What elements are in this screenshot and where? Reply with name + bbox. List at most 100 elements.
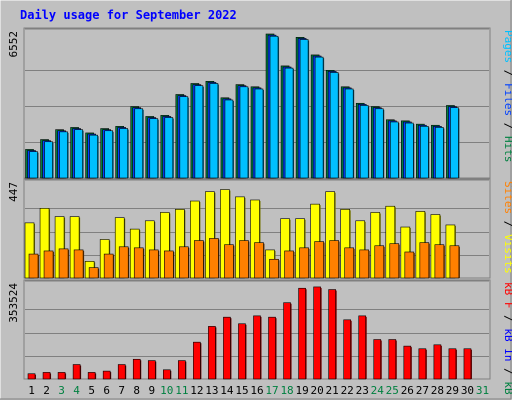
x-tick-label-day-14: 14 xyxy=(220,384,234,397)
bar-sites-day-15 xyxy=(239,240,249,279)
bar-pages-day-20 xyxy=(314,56,324,179)
bar-pages-day-24 xyxy=(374,108,384,179)
x-tick-label-day-9: 9 xyxy=(148,384,155,397)
bar-pages-day-21 xyxy=(329,72,339,179)
bar-sites-day-29 xyxy=(449,245,460,279)
bar-pages-day-19 xyxy=(299,39,309,179)
bar-kb-f-day-28 xyxy=(433,344,442,380)
legend-entry-sites: Sites xyxy=(502,181,512,214)
bar-pages-day-15 xyxy=(239,86,249,179)
chart-panels: 6552 Pages / Files / Hits 447 Sites / Visit… xyxy=(7,27,512,405)
bar-kb-f-day-23 xyxy=(358,315,367,380)
bar-sites-day-13 xyxy=(209,238,219,279)
bar-sites-day-11 xyxy=(179,246,189,279)
x-tick-label-day-10: 10 xyxy=(160,384,173,397)
x-tick-label-day-8: 8 xyxy=(133,384,140,397)
x-tick-label-day-17: 17 xyxy=(265,384,278,397)
x-tick-label-day-29: 29 xyxy=(446,384,459,397)
bar-kb-f-day-18 xyxy=(283,302,291,380)
x-tick-label-day-26: 26 xyxy=(401,384,414,397)
legend-entry-visits: Visits xyxy=(502,234,512,274)
x-tick-label-day-19: 19 xyxy=(295,384,308,397)
bar-sites-day-21 xyxy=(329,240,339,279)
legend-entry-files: Files xyxy=(502,83,512,116)
bar-sites-day-27 xyxy=(419,242,430,279)
x-tick-label-day-15: 15 xyxy=(235,384,248,397)
bar-sites-day-5 xyxy=(88,267,99,279)
bar-sites-day-17 xyxy=(269,258,279,279)
bar-sites-day-14 xyxy=(224,244,234,279)
bar-kb-f-day-14 xyxy=(223,316,231,380)
bar-kb-f-day-8 xyxy=(132,358,141,380)
x-tick-label-day-31: 31 xyxy=(476,384,489,397)
bar-sites-day-28 xyxy=(434,244,445,279)
x-tick-label-day-6: 6 xyxy=(103,384,110,397)
bar-sites-day-10 xyxy=(164,250,174,279)
bar-sites-day-6 xyxy=(103,253,114,279)
bar-sites-day-20 xyxy=(314,241,324,279)
bar-sites-day-7 xyxy=(118,246,129,279)
bar-sites-day-1 xyxy=(28,253,39,279)
x-tick-label-day-18: 18 xyxy=(280,384,293,397)
x-tick-label-day-7: 7 xyxy=(118,384,125,397)
legend-entry-hits: Hits xyxy=(502,136,512,163)
bar-pages-day-6 xyxy=(104,130,113,179)
bar-pages-day-9 xyxy=(149,118,159,179)
legend-separator: / xyxy=(502,214,512,234)
bar-pages-day-12 xyxy=(194,85,204,179)
legend-separator: / xyxy=(502,309,512,329)
x-axis-labels: 1 2 3 4 5 6 7 8 9 10 11 12 13 14 15 16 17 18 19 20 21 22 23 24 2… xyxy=(28,384,489,397)
bar-kb-f-day-13 xyxy=(208,326,216,380)
bar-kb-f-day-2 xyxy=(42,372,51,380)
bar-kb-f-day-25 xyxy=(388,339,397,380)
panel-kbytes-legend: kB F / kB In / kB Out xyxy=(502,282,512,400)
x-tick-label-day-20: 20 xyxy=(311,384,324,397)
legend-separator: / xyxy=(502,63,512,83)
x-tick-label-day-1: 1 xyxy=(28,384,35,397)
x-tick-label-day-24: 24 xyxy=(371,384,385,397)
x-tick-label-day-28: 28 xyxy=(431,384,444,397)
legend-separator: / xyxy=(502,116,512,136)
bar-pages-day-14 xyxy=(224,99,234,179)
bar-kb-f-day-27 xyxy=(418,348,427,380)
bar-sites-day-9 xyxy=(148,249,159,279)
panel-hits: 6552 Pages / Files / Hits xyxy=(7,27,512,179)
bar-sites-day-25 xyxy=(389,243,400,279)
bar-sites-day-26 xyxy=(404,251,415,279)
x-tick-label-day-21: 21 xyxy=(326,384,339,397)
bar-kb-f-day-19 xyxy=(298,287,306,380)
bar-pages-day-17 xyxy=(269,35,279,179)
bar-sites-day-2 xyxy=(43,250,54,279)
legend-entry-kb-out: kB Out xyxy=(502,381,512,400)
bar-kb-f-day-30 xyxy=(463,348,472,380)
panel-visits-legend: Sites / Visits xyxy=(502,181,512,274)
bar-sites-day-4 xyxy=(73,249,84,279)
bar-sites-day-16 xyxy=(254,242,264,279)
x-tick-label-day-25: 25 xyxy=(386,384,399,397)
bar-pages-day-1 xyxy=(29,151,38,179)
bar-kb-f-day-29 xyxy=(448,348,457,380)
bar-kb-f-day-4 xyxy=(72,364,81,380)
x-tick-label-day-3: 3 xyxy=(58,384,65,397)
x-tick-label-day-12: 12 xyxy=(190,384,203,397)
bar-kb-f-day-1 xyxy=(27,373,36,380)
panel-visits: 447 Sites / Visits xyxy=(7,178,512,279)
panel-hits-axis-max-label: 6552 xyxy=(7,31,20,58)
bar-pages-day-4 xyxy=(74,129,83,179)
bar-pages-day-13 xyxy=(209,83,219,179)
x-tick-label-day-13: 13 xyxy=(205,384,218,397)
bar-kb-f-day-12 xyxy=(193,341,201,380)
bar-kb-f-day-5 xyxy=(87,372,96,380)
bar-pages-day-29 xyxy=(450,107,459,179)
bar-pages-day-2 xyxy=(44,141,53,179)
bar-pages-day-27 xyxy=(420,126,429,179)
bar-pages-day-11 xyxy=(179,96,189,179)
legend-entry-kb-in: kB In xyxy=(502,328,512,361)
bar-kb-f-day-17 xyxy=(268,316,276,380)
bar-pages-day-7 xyxy=(119,128,129,179)
bar-sites-day-22 xyxy=(344,247,354,279)
bar-kb-f-day-22 xyxy=(343,319,351,380)
x-tick-label-day-22: 22 xyxy=(341,384,354,397)
